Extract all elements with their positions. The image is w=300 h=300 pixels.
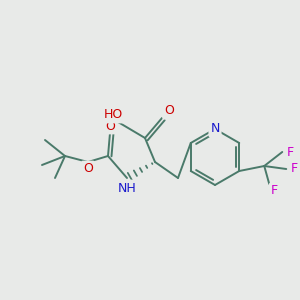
Text: NH: NH bbox=[118, 182, 136, 194]
Text: N: N bbox=[210, 122, 220, 136]
Text: HO: HO bbox=[103, 109, 123, 122]
Text: O: O bbox=[105, 119, 115, 133]
Text: O: O bbox=[83, 163, 93, 176]
Text: F: F bbox=[287, 146, 294, 158]
Text: O: O bbox=[164, 104, 174, 118]
Text: F: F bbox=[291, 163, 298, 176]
Text: F: F bbox=[271, 184, 278, 197]
